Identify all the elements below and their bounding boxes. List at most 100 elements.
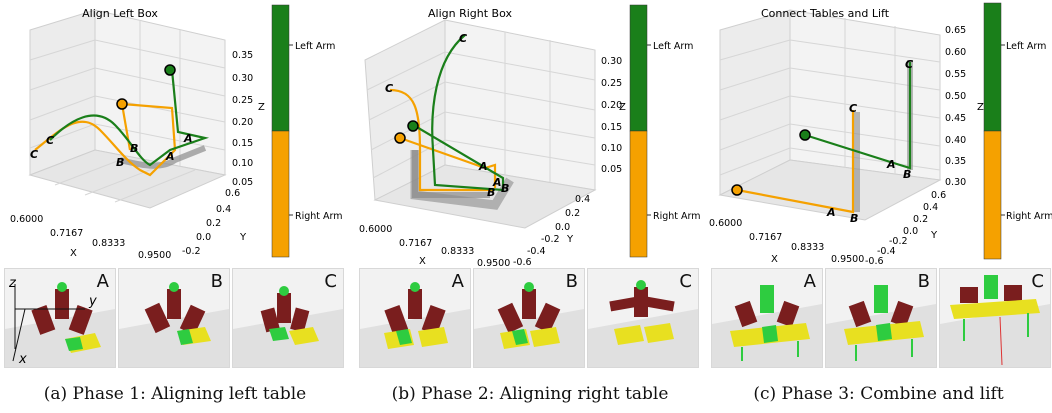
sim-thumbnail-c: C <box>232 268 344 368</box>
sim-thumbnail-a: z y x A <box>4 268 116 368</box>
x-axis-label: X <box>419 256 426 267</box>
svg-text:0.7167: 0.7167 <box>749 232 782 243</box>
colorbar-label-left-arm: Left Arm <box>653 41 693 52</box>
z-tick-labels: 0.30 0.25 0.20 0.15 0.10 0.05 <box>601 56 622 175</box>
plot-3d-phase-1: C C B B A A Align Left Box 0.35 0.30 0.2… <box>10 4 343 261</box>
thumb-label: C <box>1031 271 1044 292</box>
svg-text:0.30: 0.30 <box>601 56 622 67</box>
svg-text:0.40: 0.40 <box>945 135 966 146</box>
left-arm-trajectory <box>49 69 210 167</box>
right-arm-trajectory <box>389 88 493 192</box>
svg-text:0.9500: 0.9500 <box>477 258 510 268</box>
z-tick-labels: 0.65 0.60 0.55 0.50 0.45 0.40 0.35 0.30 <box>945 25 966 188</box>
svg-text:0.0: 0.0 <box>555 222 570 233</box>
svg-text:0.7167: 0.7167 <box>50 228 83 239</box>
thumb-label: A <box>96 271 109 292</box>
caption: (b) Phase 2: Aligning right table <box>391 384 669 404</box>
z-axis-label: Z <box>258 102 265 113</box>
colorbar-label-right-arm: Right Arm <box>295 211 343 222</box>
thumb-label: A <box>803 271 816 292</box>
plot-title: Align Left Box <box>82 7 158 20</box>
point-label: C <box>459 32 467 45</box>
svg-text:0.8333: 0.8333 <box>441 246 474 257</box>
thumb-label: A <box>451 271 464 292</box>
svg-text:-0.2: -0.2 <box>182 246 201 257</box>
point-label: B <box>850 212 858 225</box>
svg-text:0.4: 0.4 <box>216 204 231 215</box>
svg-text:-0.6: -0.6 <box>513 257 532 268</box>
point-label: A <box>165 150 175 163</box>
colorbar-label-left-arm: Left Arm <box>295 41 335 52</box>
svg-text:0.10: 0.10 <box>601 143 622 154</box>
plot-title: Align Right Box <box>428 7 512 20</box>
right-arm-start-marker <box>116 98 128 110</box>
point-label: B <box>487 186 495 199</box>
svg-text:0.55: 0.55 <box>945 69 966 80</box>
left-arm-trajectory <box>804 62 912 170</box>
back-left-wall <box>29 9 96 176</box>
svg-text:0.15: 0.15 <box>232 138 253 149</box>
y-tick-labels: 0.6 0.4 0.2 0.0 -0.2 <box>182 188 240 257</box>
svg-text:-0.2: -0.2 <box>541 234 560 245</box>
panel-phase-2: C C A A B B Align Right Box 0.30 0.25 0.… <box>355 0 705 413</box>
trajectory-shadow <box>119 145 207 169</box>
caption: (a) Phase 1: Aligning left table <box>43 384 307 404</box>
y-tick-labels: 0.6 0.4 0.2 0.0 -0.2 -0.4 -0.6 <box>865 190 946 267</box>
svg-text:0.6: 0.6 <box>931 190 946 201</box>
point-label: A <box>183 132 193 145</box>
y-tick-labels: 0.4 0.2 0.0 -0.2 -0.4 -0.6 <box>513 194 590 268</box>
x-tick-labels: 0.6000 0.7167 0.8333 0.9500 <box>10 214 171 261</box>
svg-text:-0.4: -0.4 <box>527 246 546 257</box>
svg-text:0.2: 0.2 <box>565 208 580 219</box>
sim-thumbnail-b: B <box>825 268 937 368</box>
svg-text:0.25: 0.25 <box>601 78 622 89</box>
svg-text:0.4: 0.4 <box>575 194 590 205</box>
colorbar-label-left-arm: Left Arm <box>1006 41 1046 52</box>
axis-label-y: y <box>88 294 97 309</box>
svg-text:0.9500: 0.9500 <box>138 250 171 261</box>
svg-text:0.10: 0.10 <box>232 158 253 169</box>
y-axis-label: Y <box>566 234 574 245</box>
colorbar-label-right-arm: Right Arm <box>1006 211 1052 222</box>
svg-text:0.6: 0.6 <box>225 188 240 199</box>
plot-title: Connect Tables and Lift <box>761 7 890 20</box>
svg-text:0.50: 0.50 <box>945 91 966 102</box>
left-arm-trajectory <box>414 34 505 192</box>
y-axis-label: Y <box>239 232 247 243</box>
svg-text:0.6000: 0.6000 <box>10 214 43 225</box>
thumb-label: B <box>917 271 930 292</box>
colorbar-left-arm <box>271 4 290 132</box>
sim-thumbnail-a: A <box>711 268 823 368</box>
x-tick-labels: 0.6000 0.7167 0.8333 0.9500 <box>709 218 864 265</box>
svg-text:0.2: 0.2 <box>913 214 928 225</box>
svg-text:0.25: 0.25 <box>232 95 253 106</box>
svg-text:0.65: 0.65 <box>945 25 966 36</box>
point-label: A <box>478 160 488 173</box>
svg-text:0.6000: 0.6000 <box>709 218 742 229</box>
svg-text:0.6000: 0.6000 <box>359 224 392 235</box>
sim-thumbnail-b: B <box>118 268 230 368</box>
svg-text:0.30: 0.30 <box>232 73 253 84</box>
point-label: C <box>385 82 393 95</box>
svg-text:0.05: 0.05 <box>232 177 253 188</box>
svg-text:0.30: 0.30 <box>945 177 966 188</box>
caption: (c) Phase 3: Combine and lift <box>753 384 1004 404</box>
point-label: B <box>903 168 911 181</box>
point-label: B <box>130 142 138 155</box>
panel-phase-3: C C A B A B Connect Tables and Lift 0.65… <box>705 0 1052 413</box>
thumb-label: C <box>324 271 337 292</box>
colorbar-right-arm <box>271 130 290 258</box>
right-arm-trajectory <box>736 110 855 214</box>
sim-thumbnail-a: A <box>359 268 471 368</box>
svg-text:0.20: 0.20 <box>601 100 622 111</box>
svg-text:0.35: 0.35 <box>945 156 966 167</box>
point-label: A <box>492 176 502 189</box>
svg-text:0.20: 0.20 <box>232 117 253 128</box>
sim-thumbnail-c: C <box>587 268 699 368</box>
x-axis-label: X <box>771 254 778 265</box>
svg-text:0.15: 0.15 <box>601 122 622 133</box>
axis-label-x: x <box>18 352 27 367</box>
point-label: A <box>886 158 896 171</box>
point-label: B <box>116 156 124 169</box>
plot-3d-phase-2: C C A A B B Align Right Box 0.30 0.25 0.… <box>359 4 701 269</box>
